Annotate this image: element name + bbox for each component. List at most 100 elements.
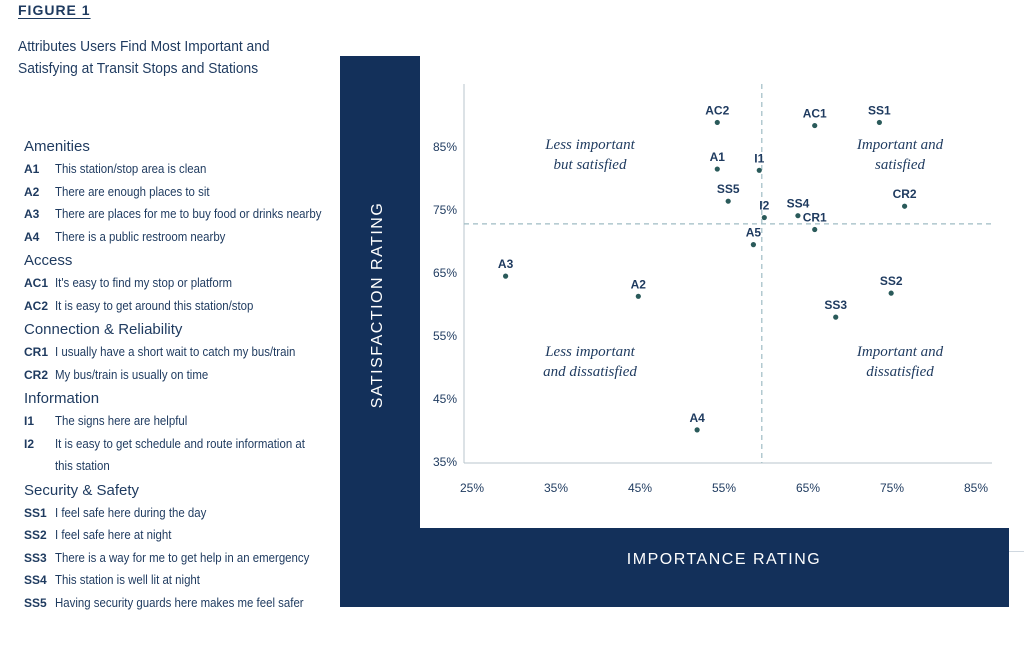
x-axis-title: IMPORTANCE RATING bbox=[626, 551, 822, 568]
legend-item-code: SS3 bbox=[24, 550, 47, 565]
legend-item-text: It's easy to find my stop or platform bbox=[55, 275, 233, 290]
quadrant-label: and dissatisfied bbox=[543, 364, 637, 380]
data-point-label: A5 bbox=[746, 226, 762, 240]
legend-item-code: SS2 bbox=[24, 528, 47, 542]
legend-item: SS2 I feel safe here at night bbox=[24, 524, 344, 547]
legend-item-code: SS4 bbox=[24, 573, 47, 587]
quadrant-label: but satisfied bbox=[554, 157, 627, 173]
legend-item-text: My bus/train is usually on time bbox=[55, 366, 209, 382]
legend-group: Connection & Reliability CR1 I usually hav… bbox=[24, 319, 344, 386]
legend-item-code: A4 bbox=[24, 229, 40, 244]
y-tick-label: 75% bbox=[433, 203, 457, 217]
plot-area bbox=[420, 56, 1009, 528]
legend-item-text: There are places for me to buy food or d… bbox=[55, 206, 322, 221]
y-tick-label: 85% bbox=[433, 140, 457, 154]
data-point-label: I1 bbox=[754, 151, 764, 165]
legend-group-title: Access bbox=[24, 252, 73, 269]
data-point-a4 bbox=[694, 427, 700, 433]
legend-item-code: A3 bbox=[24, 207, 40, 221]
data-point-label: A3 bbox=[498, 257, 514, 271]
legend-item: CR1 I usually have a short wait to catch … bbox=[24, 341, 344, 364]
data-point-a5 bbox=[750, 242, 757, 248]
data-point-ac2 bbox=[714, 119, 720, 126]
legend-item-text: It is easy to get around this station/st… bbox=[55, 297, 254, 313]
data-point-label: A2 bbox=[631, 277, 647, 291]
data-point-a2 bbox=[635, 293, 641, 299]
legend-item-text: It is easy to get schedule and route inf… bbox=[55, 435, 305, 474]
quadrant-label: dissatisfied bbox=[866, 364, 934, 380]
legend-item-code: I1 bbox=[24, 414, 35, 428]
x-tick-label: 75% bbox=[880, 481, 904, 495]
legend-item-code: A1 bbox=[24, 162, 40, 176]
data-point-label: I2 bbox=[759, 199, 769, 213]
data-point-label: SS5 bbox=[717, 182, 740, 196]
legend-group-title: Connection & Reliability bbox=[24, 321, 183, 338]
legend-item-text: I feel safe here at night bbox=[55, 527, 172, 542]
legend-item-code: I2 bbox=[24, 436, 35, 451]
x-tick-label: 45% bbox=[628, 481, 652, 495]
figure-title: Attributes Users Find Most Important and… bbox=[18, 38, 270, 77]
x-tick-label: 35% bbox=[544, 481, 568, 495]
legend-item: SS5 Having security guards here makes me … bbox=[24, 592, 344, 615]
x-tick-label: 25% bbox=[460, 481, 484, 495]
data-point-ss5 bbox=[725, 198, 731, 204]
quadrant-label: Less important bbox=[544, 344, 635, 360]
legend-item: CR2 My bus/train is usually on time bbox=[24, 364, 344, 387]
legend-item-code: AC1 bbox=[24, 276, 49, 290]
legend-item-text: I usually have a short wait to catch my … bbox=[55, 344, 296, 359]
legend-item-code: CR2 bbox=[24, 367, 49, 382]
quadrant-label: Important and bbox=[856, 137, 944, 153]
legend-item-text: The signs here are helpful bbox=[55, 413, 188, 428]
data-point-i2 bbox=[761, 214, 767, 221]
data-point-label: CR2 bbox=[893, 187, 917, 201]
legend-item-code: AC2 bbox=[24, 298, 49, 313]
data-point-label: AC2 bbox=[705, 103, 729, 117]
y-tick-label: 45% bbox=[433, 392, 457, 406]
legend-item: SS4 This station is well lit at night bbox=[24, 569, 344, 592]
legend-item-code: SS1 bbox=[24, 505, 47, 520]
data-point-cr1 bbox=[812, 226, 818, 233]
legend-item: AC1 It's easy to find my stop or platform bbox=[24, 272, 344, 295]
data-point-label: AC1 bbox=[803, 107, 827, 121]
attribute-legend: Amenities A1 This station/stop area is cle… bbox=[24, 134, 344, 616]
quadrant-label: Important and bbox=[856, 344, 944, 360]
x-tick-label: 65% bbox=[796, 481, 820, 495]
data-point-label: SS2 bbox=[880, 274, 903, 288]
legend-item: I1 The signs here are helpful bbox=[24, 410, 344, 433]
legend-item: A4 There is a public restroom nearby bbox=[24, 226, 344, 249]
legend-group: Amenities A1 This station/stop area is cle… bbox=[24, 136, 344, 248]
legend-item: I2 It is easy to get schedule and route i… bbox=[24, 433, 344, 478]
legend-item: A3 There are places for me to buy food or… bbox=[24, 203, 344, 226]
data-point-ss2 bbox=[888, 290, 894, 296]
figure-label: FIGURE 1 bbox=[18, 2, 91, 18]
legend-group-title: Amenities bbox=[24, 138, 90, 155]
legend-item: A2 There are enough places to sit bbox=[24, 181, 344, 204]
legend-item-text: Having security guards here makes me fee… bbox=[55, 594, 304, 610]
legend-group: Information I1 The signs here are helpful I… bbox=[24, 388, 344, 478]
data-point-ss1 bbox=[876, 119, 883, 126]
x-tick-label: 55% bbox=[712, 481, 736, 495]
x-tick-label: 85% bbox=[964, 481, 988, 495]
legend-item: SS1 I feel safe here during the day bbox=[24, 502, 344, 525]
y-tick-label: 35% bbox=[433, 455, 457, 469]
legend-item-text: There is a public restroom nearby bbox=[55, 228, 226, 244]
y-tick-label: 65% bbox=[433, 266, 457, 280]
legend-item: AC2 It is easy to get around this station… bbox=[24, 295, 344, 318]
data-point-a1 bbox=[714, 166, 720, 172]
legend-item: A1 This station/stop area is clean bbox=[24, 158, 344, 181]
data-point-label: SS1 bbox=[868, 103, 891, 117]
data-point-label: A4 bbox=[689, 411, 705, 425]
data-point-label: CR1 bbox=[803, 211, 827, 225]
quadrant-label: satisfied bbox=[875, 157, 926, 173]
legend-item-text: This station is well lit at night bbox=[55, 572, 200, 587]
legend-item-text: I feel safe here during the day bbox=[55, 504, 207, 520]
y-tick-label: 55% bbox=[433, 329, 457, 343]
data-point-a3 bbox=[503, 273, 509, 279]
divider-rule bbox=[1009, 551, 1024, 552]
legend-item-text: There are enough places to sit bbox=[55, 183, 210, 199]
data-point-i1 bbox=[756, 167, 762, 173]
data-point-label: SS3 bbox=[824, 298, 847, 312]
quadrant-label: Less important bbox=[544, 137, 635, 153]
data-point-label: A1 bbox=[710, 150, 726, 164]
